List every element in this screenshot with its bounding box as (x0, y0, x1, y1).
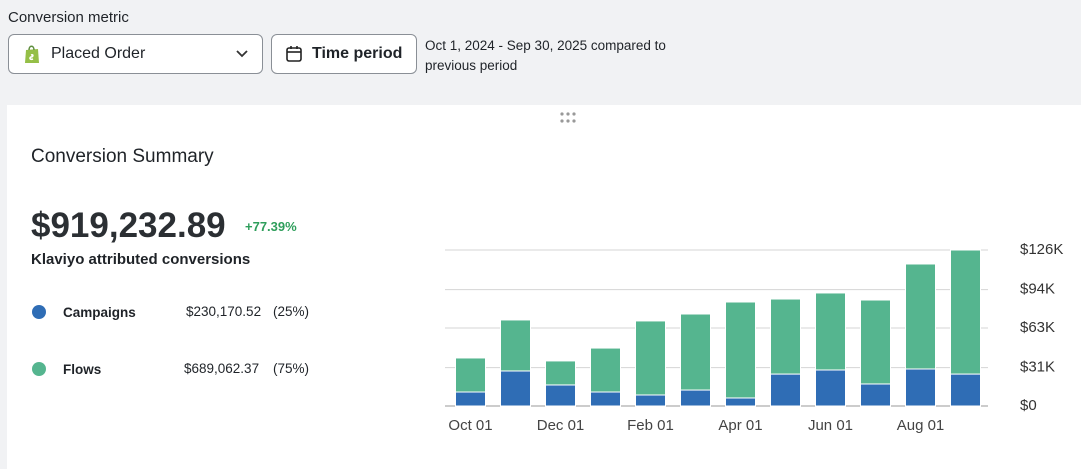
total-label: Klaviyo attributed conversions (31, 251, 251, 268)
bar-segment (680, 313, 711, 391)
y-tick-label: $63K (1020, 319, 1055, 336)
legend-name: Flows (63, 362, 102, 377)
bar-segment (455, 357, 486, 393)
bar-segment (725, 397, 756, 407)
legend-share: (75%) (273, 361, 310, 376)
bar-segment (725, 301, 756, 399)
summary-card (7, 105, 1081, 469)
bar-segment (950, 373, 981, 407)
bar-segment (815, 369, 846, 407)
bar-segment (770, 298, 801, 375)
legend-share: (25%) (273, 304, 310, 319)
legend-dot (32, 305, 46, 319)
y-tick-label: $126K (1020, 241, 1063, 258)
bar-segment (455, 391, 486, 407)
x-tick-label: Dec 01 (537, 417, 585, 434)
bar-segment (545, 360, 576, 386)
x-tick-label: Apr 01 (718, 417, 762, 434)
bar-segment (815, 292, 846, 371)
x-tick-label: Oct 01 (448, 417, 492, 434)
bar-segment (545, 384, 576, 407)
shopify-icon (25, 45, 39, 63)
legend-name: Campaigns (63, 305, 136, 320)
period-text: Oct 1, 2024 - Sep 30, 2025 compared to p… (425, 38, 666, 73)
drag-handle[interactable] (558, 111, 578, 125)
bar-segment (770, 373, 801, 407)
metric-select[interactable]: Placed Order (8, 34, 263, 74)
time-period-label: Time period (312, 45, 403, 62)
legend-dot (32, 362, 46, 376)
bar-segment (590, 347, 621, 393)
bar-segment (680, 389, 711, 407)
x-tick-label: Feb 01 (627, 417, 674, 434)
x-tick-label: Aug 01 (897, 417, 945, 434)
legend-amount: $689,062.37 (184, 361, 260, 376)
bar-segment (860, 299, 891, 385)
y-tick-label: $31K (1020, 359, 1055, 376)
bar-segment (950, 249, 981, 375)
change-value: +77.39% (245, 219, 297, 234)
bar-segment (860, 383, 891, 407)
bar-segment (905, 368, 936, 407)
card-title: Conversion Summary (31, 146, 214, 167)
legend-amount: $230,170.52 (186, 304, 262, 319)
chevron (236, 50, 248, 58)
bar-segment (500, 370, 531, 407)
x-tick-label: Jun 01 (808, 417, 853, 434)
total-value: $919,232.89 (31, 206, 226, 245)
bar-segment (590, 391, 621, 407)
y-tick-label: $94K (1020, 281, 1055, 298)
bar-segment (500, 319, 531, 372)
calendar-icon (286, 46, 302, 62)
metric-label: Conversion metric (8, 9, 129, 26)
bar-segment (635, 320, 666, 396)
bar-segment (635, 394, 666, 407)
y-tick-label: $0 (1020, 397, 1037, 414)
metric-value: Placed Order (51, 45, 146, 62)
time-period-button[interactable]: Time period (271, 34, 417, 74)
bar-segment (905, 263, 936, 370)
